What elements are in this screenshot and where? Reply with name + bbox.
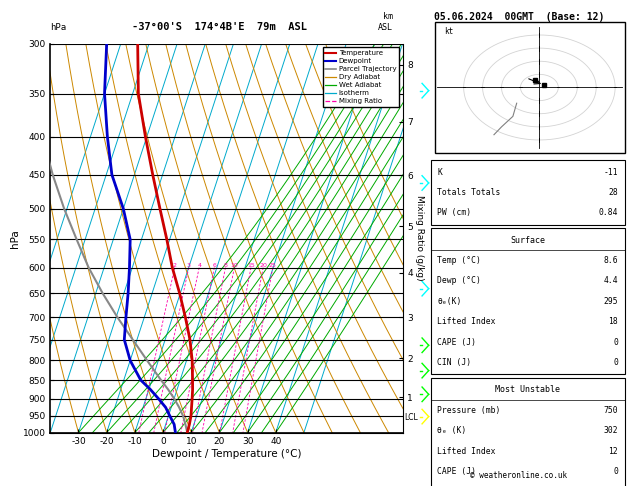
- Text: 05.06.2024  00GMT  (Base: 12): 05.06.2024 00GMT (Base: 12): [434, 12, 604, 22]
- Y-axis label: hPa: hPa: [9, 229, 19, 247]
- Text: Temp (°C): Temp (°C): [438, 256, 481, 265]
- Text: K: K: [438, 168, 442, 176]
- Text: 750: 750: [603, 406, 618, 415]
- Text: Surface: Surface: [510, 236, 545, 244]
- Text: θₑ (K): θₑ (K): [438, 426, 467, 435]
- Text: hPa: hPa: [50, 22, 67, 32]
- Legend: Temperature, Dewpoint, Parcel Trajectory, Dry Adiabat, Wet Adiabat, Isotherm, Mi: Temperature, Dewpoint, Parcel Trajectory…: [323, 47, 399, 107]
- Text: 0: 0: [613, 358, 618, 367]
- Text: -11: -11: [603, 168, 618, 176]
- Text: Lifted Index: Lifted Index: [438, 447, 496, 455]
- Text: 20: 20: [259, 262, 267, 268]
- Text: 12: 12: [608, 447, 618, 455]
- Text: -37°00'S  174°4B'E  79m  ASL: -37°00'S 174°4B'E 79m ASL: [132, 21, 307, 32]
- Text: PW (cm): PW (cm): [438, 208, 472, 217]
- Text: 6: 6: [213, 262, 216, 268]
- Text: 295: 295: [603, 297, 618, 306]
- X-axis label: Dewpoint / Temperature (°C): Dewpoint / Temperature (°C): [152, 449, 301, 459]
- Text: 0: 0: [613, 338, 618, 347]
- Text: 28: 28: [608, 188, 618, 197]
- Text: 15: 15: [247, 262, 255, 268]
- Text: 0: 0: [613, 467, 618, 476]
- Text: CAPE (J): CAPE (J): [438, 338, 477, 347]
- Text: Dewp (°C): Dewp (°C): [438, 277, 481, 285]
- Text: 302: 302: [603, 426, 618, 435]
- Text: 25: 25: [269, 262, 277, 268]
- Bar: [431, 160, 625, 225]
- Bar: [431, 378, 625, 486]
- Text: kt: kt: [444, 27, 454, 36]
- Bar: [431, 228, 625, 374]
- Text: © weatheronline.co.uk: © weatheronline.co.uk: [470, 471, 567, 480]
- Text: Lifted Index: Lifted Index: [438, 317, 496, 326]
- Text: θₑ(K): θₑ(K): [438, 297, 462, 306]
- Text: 3: 3: [187, 262, 191, 268]
- Text: Most Unstable: Most Unstable: [495, 385, 560, 394]
- Text: 0.84: 0.84: [598, 208, 618, 217]
- Text: 2: 2: [173, 262, 177, 268]
- Text: LCL: LCL: [404, 413, 418, 422]
- Text: Pressure (mb): Pressure (mb): [438, 406, 501, 415]
- Text: km
ASL: km ASL: [378, 12, 393, 32]
- Text: 10: 10: [230, 262, 238, 268]
- Text: CAPE (J): CAPE (J): [438, 467, 477, 476]
- Text: Totals Totals: Totals Totals: [438, 188, 501, 197]
- Text: CIN (J): CIN (J): [438, 358, 472, 367]
- Text: 4.4: 4.4: [603, 277, 618, 285]
- Text: 8: 8: [223, 262, 228, 268]
- Text: 18: 18: [608, 317, 618, 326]
- Text: 8.6: 8.6: [603, 256, 618, 265]
- Y-axis label: Mixing Ratio (g/kg): Mixing Ratio (g/kg): [415, 195, 425, 281]
- Text: 4: 4: [198, 262, 201, 268]
- Bar: [435, 22, 625, 153]
